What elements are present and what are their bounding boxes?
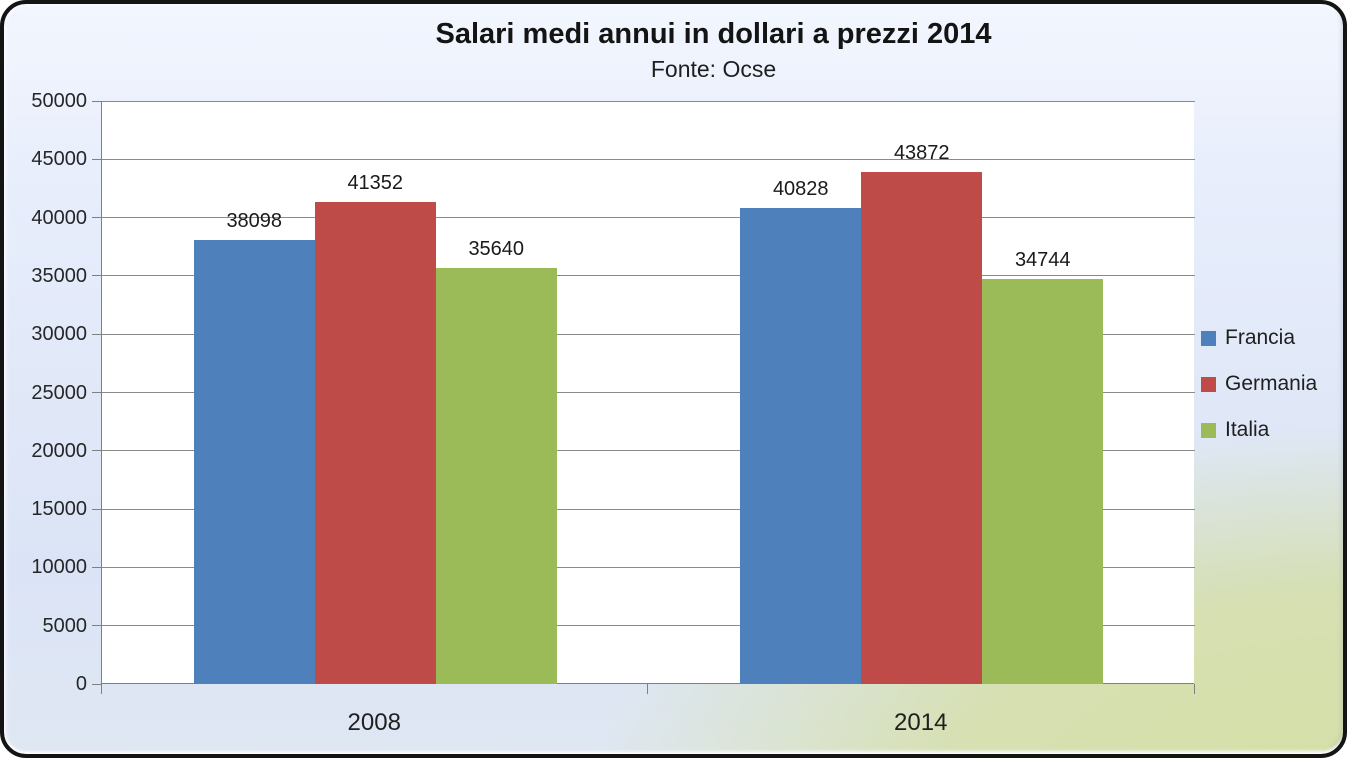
y-axis-label-10000: 10000 bbox=[31, 556, 87, 579]
bar-value-label-francia-2008: 38098 bbox=[226, 209, 283, 232]
bar-value-label-germania-2014: 43872 bbox=[893, 142, 950, 165]
gridline-10000 bbox=[102, 566, 1195, 568]
x-axis-label-2014: 2014 bbox=[894, 709, 948, 736]
y-tick-45000 bbox=[92, 158, 101, 160]
bar-value-label-italia-2008: 35640 bbox=[468, 238, 525, 261]
y-axis-label-0: 0 bbox=[75, 673, 87, 695]
y-tick-30000 bbox=[92, 333, 101, 335]
y-tick-10000 bbox=[92, 566, 101, 568]
y-tick-20000 bbox=[92, 450, 101, 452]
gridline-35000 bbox=[102, 275, 1195, 277]
x-tick-2 bbox=[1193, 684, 1195, 694]
bar-francia-2014 bbox=[740, 207, 862, 684]
bar-germania-2014 bbox=[861, 172, 983, 684]
y-tick-25000 bbox=[92, 392, 101, 393]
bar-value-label-italia-2014: 34744 bbox=[1014, 248, 1071, 271]
y-tick-35000 bbox=[92, 275, 101, 277]
x-tick-0 bbox=[100, 684, 102, 694]
y-axis-label-50000: 50000 bbox=[31, 90, 87, 112]
gridline-45000 bbox=[102, 158, 1195, 160]
legend-swatch-italia bbox=[1201, 422, 1216, 438]
plot-area: 38098 41352 35640 40828 43872 34744 bbox=[101, 101, 1195, 684]
gridline-25000 bbox=[102, 392, 1195, 393]
x-axis-label-2008: 2008 bbox=[347, 709, 401, 736]
gridline-20000 bbox=[102, 450, 1195, 452]
y-tick-50000 bbox=[92, 100, 101, 102]
y-axis-label-5000: 5000 bbox=[42, 614, 88, 637]
y-tick-5000 bbox=[92, 625, 101, 627]
y-tick-0 bbox=[92, 683, 101, 685]
y-axis-label-35000: 35000 bbox=[31, 264, 87, 287]
legend-item-germania: Germania bbox=[1201, 371, 1317, 397]
legend-swatch-francia bbox=[1201, 330, 1216, 346]
y-axis-label-45000: 45000 bbox=[31, 148, 87, 171]
gridline-50000 bbox=[102, 101, 1195, 102]
bar-value-label-francia-2014: 40828 bbox=[772, 177, 829, 200]
title-block: Salari medi annui in dollari a prezzi 20… bbox=[94, 18, 1333, 83]
legend-label-francia: Francia bbox=[1225, 326, 1296, 349]
legend-label-italia: Italia bbox=[1225, 418, 1270, 441]
legend-item-francia: Francia bbox=[1201, 325, 1317, 351]
bar-germania-2008 bbox=[314, 201, 436, 684]
y-axis-label-30000: 30000 bbox=[31, 323, 87, 346]
gridline-40000 bbox=[102, 217, 1195, 219]
chart-subtitle: Fonte: Ocse bbox=[650, 56, 777, 82]
legend-label-germania: Germania bbox=[1225, 372, 1318, 395]
bar-francia-2008 bbox=[193, 239, 315, 684]
gridline-5000 bbox=[102, 625, 1195, 627]
gridline-15000 bbox=[102, 508, 1195, 510]
legend-swatch-germania bbox=[1201, 376, 1216, 392]
bar-value-label-germania-2008: 41352 bbox=[347, 171, 404, 194]
bar-italia-2008 bbox=[435, 268, 557, 684]
chart-title: Salari medi annui in dollari a prezzi 20… bbox=[435, 18, 992, 50]
y-axis-label-25000: 25000 bbox=[31, 381, 87, 404]
gridline-30000 bbox=[102, 333, 1195, 335]
legend-item-italia: Italia bbox=[1201, 417, 1317, 443]
y-axis-label-40000: 40000 bbox=[31, 206, 87, 229]
y-tick-40000 bbox=[92, 217, 101, 219]
bar-italia-2014 bbox=[982, 278, 1104, 684]
legend: Francia Germania Italia bbox=[1201, 325, 1317, 463]
y-axis-label-20000: 20000 bbox=[31, 439, 87, 462]
y-tick-15000 bbox=[92, 508, 101, 510]
x-tick-1 bbox=[647, 684, 648, 694]
y-axis-label-15000: 15000 bbox=[31, 498, 87, 521]
